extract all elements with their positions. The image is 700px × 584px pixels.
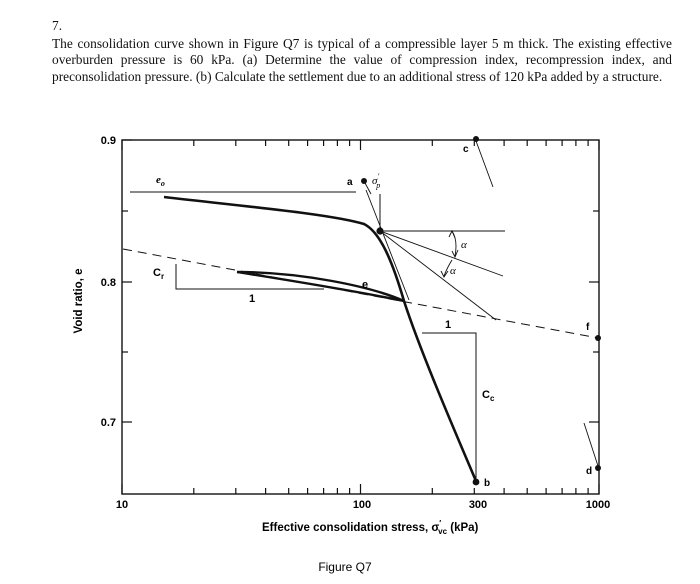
x-axis-title-main: Effective consolidation stress, σ bbox=[262, 522, 439, 534]
point-c-marker bbox=[473, 136, 479, 142]
y-tick-label: 0.9 bbox=[101, 135, 116, 147]
reload-branch bbox=[236, 270, 405, 303]
y-tick-label: 0.8 bbox=[101, 277, 116, 289]
figure-caption: Figure Q7 bbox=[318, 560, 372, 574]
alpha-label-upper: α bbox=[461, 239, 467, 251]
cr-label-sub: r bbox=[161, 272, 164, 281]
problem-text: The consolidation curve shown in Figure … bbox=[52, 35, 672, 84]
sigma-p-label-sub: p bbox=[375, 181, 380, 190]
x-tick-label: 10 bbox=[116, 499, 128, 511]
point-b-marker bbox=[472, 478, 480, 486]
alpha-arrow-mid bbox=[451, 249, 459, 259]
point-e-label: e bbox=[362, 279, 368, 291]
tangent-line bbox=[379, 230, 504, 277]
consolidation-curve bbox=[163, 195, 478, 482]
point-f-label: f bbox=[586, 322, 590, 333]
x-axis-title-prime: ′ bbox=[439, 519, 441, 528]
x-tick-label: 100 bbox=[353, 499, 371, 511]
x-tick-label: 300 bbox=[469, 499, 487, 511]
cc-label: Cc bbox=[482, 389, 495, 403]
cr-label-main: C bbox=[153, 267, 161, 279]
point-c-label: c bbox=[463, 144, 469, 155]
sigma-p-label: σ′ p bbox=[372, 172, 380, 190]
e0-label-sub: o bbox=[161, 179, 165, 188]
point-d-label: d bbox=[586, 466, 592, 477]
x-ticks bbox=[121, 140, 600, 494]
pointer-c bbox=[475, 140, 494, 188]
sigma-p-label-prime: ′ bbox=[377, 172, 379, 181]
pointer-a bbox=[364, 182, 372, 195]
x-tick-label: 1000 bbox=[586, 499, 610, 511]
point-b-label: b bbox=[484, 478, 490, 489]
problem-number: 7. bbox=[52, 18, 63, 33]
alpha-arc-lower bbox=[443, 259, 453, 277]
cc-label-main: C bbox=[482, 389, 490, 401]
y-tick-label: 0.7 bbox=[101, 417, 116, 429]
plot-frame bbox=[121, 139, 600, 495]
point-a-marker bbox=[361, 178, 367, 184]
y-axis-title: Void ratio, e bbox=[73, 269, 85, 334]
unload-branch bbox=[236, 270, 405, 303]
problem-statement: 7. The consolidation curve shown in Figu… bbox=[52, 18, 672, 85]
alpha-arrow-upper bbox=[448, 229, 456, 239]
point-d-marker bbox=[595, 465, 601, 471]
alpha-arrow-lower bbox=[440, 270, 449, 278]
x-axis-title-sub: vc bbox=[438, 527, 447, 536]
x-axis-title-unit: (kPa) bbox=[447, 522, 478, 534]
alpha-label-lower: α bbox=[450, 265, 456, 277]
bisector-line bbox=[379, 230, 497, 321]
cr-run-label: 1 bbox=[249, 293, 255, 305]
cc-slope-triangle bbox=[422, 332, 477, 482]
cc-run-label: 1 bbox=[445, 319, 451, 331]
y-ticks bbox=[122, 139, 599, 423]
virgin-line-extension bbox=[365, 189, 410, 301]
cr-label: Cr bbox=[153, 267, 164, 281]
max-curvature-point bbox=[376, 227, 384, 235]
e0-label: eo bbox=[156, 174, 165, 188]
cc-label-sub: c bbox=[490, 394, 495, 403]
point-a-label: a bbox=[347, 177, 353, 188]
pointer-d bbox=[583, 422, 599, 467]
e0-label-main: e bbox=[156, 174, 161, 186]
sigma-p-label-main: σ bbox=[372, 175, 378, 187]
point-f-marker bbox=[595, 335, 601, 341]
cr-slope-triangle bbox=[175, 264, 324, 290]
x-axis-title: Effective consolidation stress, σ′ vc (kP… bbox=[262, 519, 479, 536]
